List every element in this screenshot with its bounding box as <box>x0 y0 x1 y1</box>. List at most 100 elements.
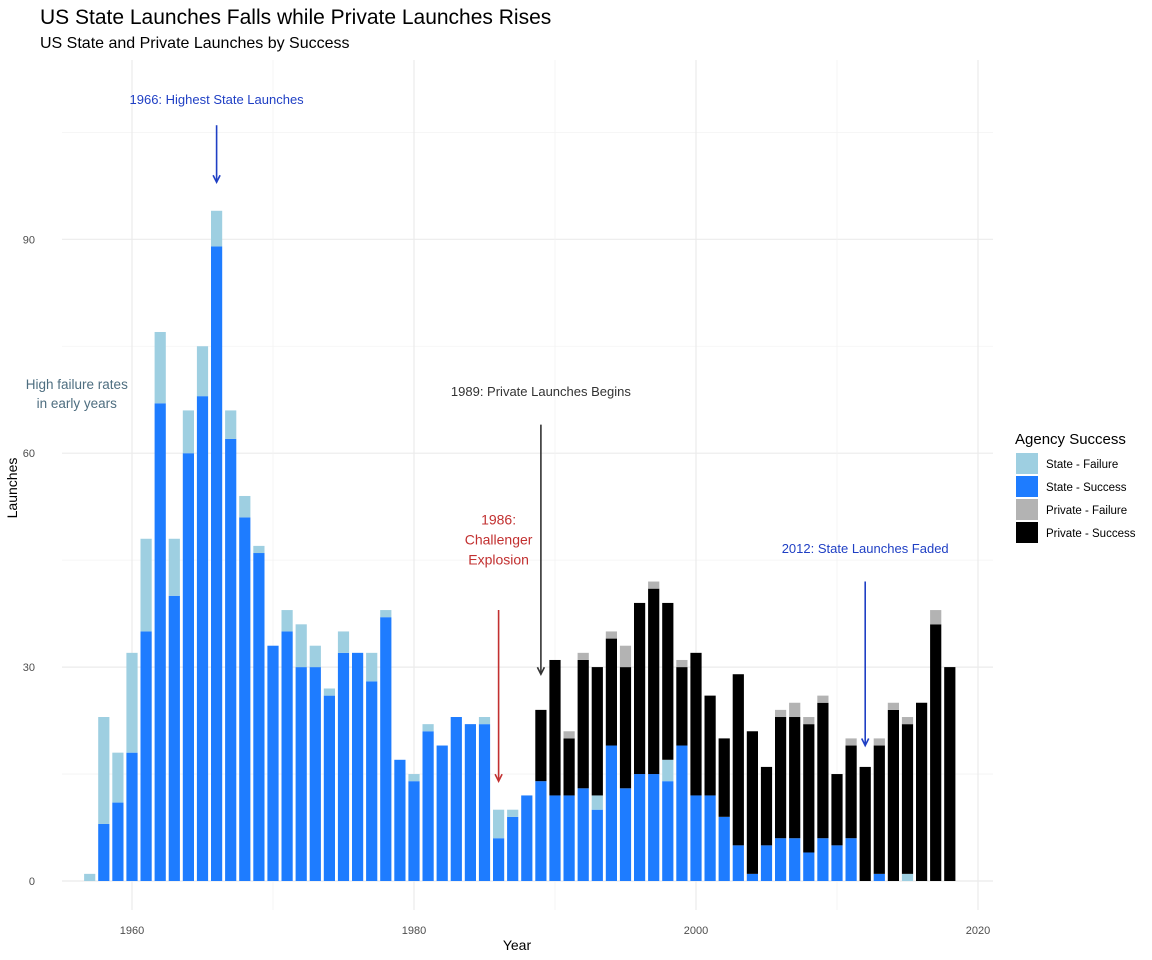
legend: Agency Success State - Failure State - Su… <box>1015 431 1136 543</box>
bar-state-failure-1998 <box>662 759 674 782</box>
bar-private-success-1990 <box>549 659 561 796</box>
bar-state-success-1980 <box>408 781 420 881</box>
bar-private-failure-2011 <box>845 738 857 746</box>
bars <box>84 210 956 881</box>
legend-label: State - Failure <box>1046 459 1118 471</box>
bar-private-failure-2007 <box>789 702 801 718</box>
bar-state-success-1990 <box>549 795 561 881</box>
bar-state-success-1984 <box>464 724 476 881</box>
bar-state-failure-1975 <box>337 631 350 653</box>
bar-private-success-2015 <box>901 724 914 874</box>
annotation-text: 1989: Private Launches Begins <box>451 384 631 399</box>
bar-state-failure-1964 <box>182 410 194 454</box>
bar-state-success-1975 <box>337 652 350 881</box>
bar-state-success-2002 <box>718 816 730 881</box>
legend-swatch <box>1016 476 1038 497</box>
y-tick-label: 0 <box>29 876 35 888</box>
bar-state-success-2006 <box>775 838 787 881</box>
legend-title: Agency Success <box>1015 431 1126 448</box>
bar-private-success-1997 <box>648 588 660 775</box>
annotation-arrowhead <box>494 773 503 783</box>
annotation-arrowhead <box>212 174 221 185</box>
bar-state-success-1997 <box>648 774 660 881</box>
annotation-arrowhead <box>860 738 870 748</box>
bar-private-success-1999 <box>676 667 688 746</box>
bar-state-failure-1978 <box>380 610 392 618</box>
bar-state-success-1987 <box>507 816 519 881</box>
bar-state-success-1976 <box>352 652 364 881</box>
x-axis-title: Year <box>503 937 532 953</box>
bar-private-success-1992 <box>577 659 589 789</box>
bar-state-failure-1973 <box>309 645 321 668</box>
bar-state-success-1998 <box>662 781 674 881</box>
bar-state-failure-1965 <box>196 346 209 397</box>
bar-state-success-1995 <box>619 788 632 881</box>
y-tick-label: 30 <box>23 662 35 674</box>
bar-state-success-2011 <box>845 838 857 881</box>
bar-state-failure-1971 <box>281 610 293 632</box>
bar-state-success-1967 <box>225 438 237 881</box>
bar-private-failure-2008 <box>803 717 815 725</box>
bar-state-success-1974 <box>323 695 335 881</box>
bar-state-failure-1961 <box>140 538 152 632</box>
chart-subtitle: US State and Private Launches by Success <box>40 35 350 52</box>
bar-state-success-1966 <box>211 246 223 881</box>
bar-private-success-2005 <box>760 766 773 846</box>
annotation-text: 1966: Highest State Launches <box>130 92 305 107</box>
bar-state-success-1999 <box>676 745 688 881</box>
bar-private-success-2010 <box>831 774 843 846</box>
bar-state-failure-1974 <box>323 688 335 696</box>
y-axis-title: Launches <box>4 458 20 519</box>
bar-state-success-1983 <box>450 717 462 881</box>
bar-state-failure-1967 <box>225 410 237 439</box>
bar-state-failure-1960 <box>126 652 138 753</box>
annotation-text: Challenger <box>465 532 533 548</box>
bar-state-success-1985 <box>478 724 491 881</box>
bar-private-success-1993 <box>591 667 603 796</box>
bar-state-success-2003 <box>732 845 744 881</box>
bar-state-success-2009 <box>817 838 829 881</box>
bar-state-failure-1963 <box>168 538 180 596</box>
bar-private-success-2011 <box>845 745 857 839</box>
y-tick-label: 90 <box>23 234 35 246</box>
bar-state-success-2008 <box>803 852 815 881</box>
bar-state-success-2010 <box>831 845 843 881</box>
bar-private-failure-1995 <box>619 645 632 668</box>
bar-private-failure-1997 <box>648 581 660 589</box>
x-tick-label: 1960 <box>120 925 144 937</box>
bar-state-success-2013 <box>873 873 885 881</box>
bar-private-success-2003 <box>732 674 744 846</box>
bar-private-success-2012 <box>859 766 871 881</box>
y-tick-label: 60 <box>23 448 35 460</box>
bar-private-success-2002 <box>718 738 730 817</box>
bar-private-success-2014 <box>887 709 899 881</box>
bar-state-failure-1972 <box>295 624 307 668</box>
bar-private-success-2006 <box>775 717 787 839</box>
legend-swatch <box>1016 522 1038 543</box>
bar-state-success-1960 <box>126 752 138 881</box>
bar-private-failure-2017 <box>930 610 942 625</box>
bar-private-success-1998 <box>662 602 674 760</box>
bar-private-success-2018 <box>944 667 956 881</box>
legend-label: State - Success <box>1046 482 1127 494</box>
annotation-text: in early years <box>37 396 118 411</box>
bar-state-failure-1980 <box>408 774 420 782</box>
bar-state-success-1986 <box>493 838 505 881</box>
bar-state-success-1963 <box>168 595 180 881</box>
bar-private-success-2008 <box>803 724 815 853</box>
legend-swatch <box>1016 499 1038 520</box>
bar-state-failure-1968 <box>239 495 251 518</box>
bar-private-failure-2013 <box>873 738 885 746</box>
bar-state-success-1988 <box>521 795 533 881</box>
bar-state-success-1971 <box>281 631 293 881</box>
bar-state-failure-1987 <box>507 809 519 817</box>
bar-state-success-1982 <box>436 745 448 881</box>
bar-state-failure-1957 <box>84 873 96 881</box>
bar-state-success-1968 <box>239 517 251 881</box>
bar-state-failure-1966 <box>211 210 223 247</box>
annotation-text: 2012: State Launches Faded <box>782 541 949 556</box>
bar-state-success-1977 <box>366 681 378 881</box>
bar-state-failure-1959 <box>112 752 124 803</box>
annotation-text: High failure rates <box>26 377 128 392</box>
